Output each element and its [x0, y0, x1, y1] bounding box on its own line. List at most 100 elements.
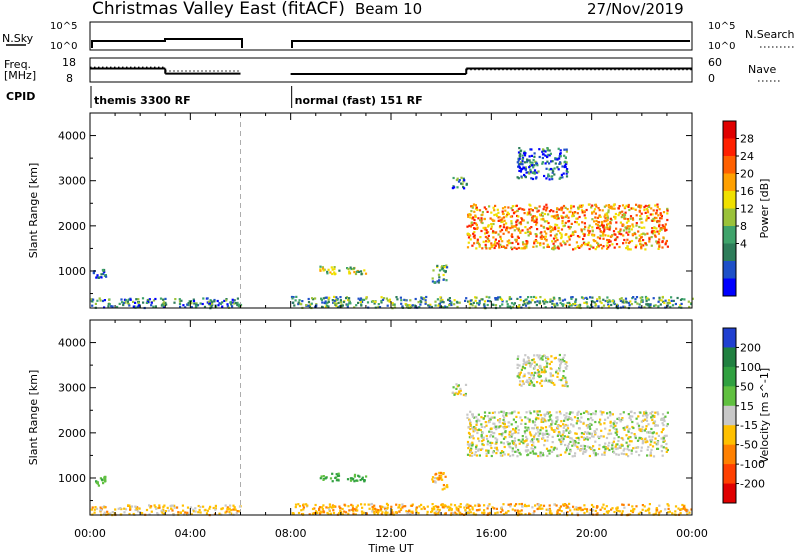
echo-pixel — [617, 416, 621, 420]
echo-pixel — [295, 295, 298, 298]
echo-pixel — [476, 429, 479, 432]
echo-pixel — [388, 300, 391, 303]
echo-pixel — [544, 162, 547, 165]
echo-pixel — [530, 296, 533, 299]
echo-pixel — [530, 362, 533, 365]
echo-pixel — [564, 215, 567, 219]
echo-pixel — [597, 221, 600, 224]
echo-pixel — [613, 215, 616, 218]
echo-pixel — [523, 430, 526, 433]
echo-pixel — [496, 214, 499, 218]
echo-pixel — [441, 506, 445, 509]
echo-pixel — [502, 503, 505, 506]
echo-pixel — [482, 438, 485, 441]
echo-pixel — [401, 506, 404, 509]
echo-pixel — [652, 209, 655, 212]
echo-pixel — [565, 169, 568, 172]
echo-pixel — [598, 237, 602, 240]
echo-pixel — [518, 373, 521, 376]
echo-pixel — [451, 187, 454, 190]
echo-pixel — [383, 506, 386, 509]
echo-pixel — [498, 296, 502, 299]
echo-pixel — [102, 272, 105, 275]
echo-pixel — [523, 208, 526, 211]
echo-pixel — [639, 296, 642, 299]
echo-pixel — [510, 220, 513, 223]
echo-pixel — [541, 507, 544, 510]
echo-pixel — [114, 508, 117, 511]
echo-pixel — [655, 510, 658, 513]
colorbar-swatch — [723, 366, 736, 387]
echo-pixel — [537, 455, 540, 458]
echo-pixel — [559, 362, 562, 365]
echo-pixel — [588, 454, 591, 458]
echo-pixel — [562, 240, 565, 243]
echo-pixel — [568, 243, 571, 246]
echo-pixel — [552, 382, 555, 385]
echo-pixel — [533, 434, 536, 437]
echo-pixel — [648, 238, 651, 241]
echo-pixel — [640, 212, 643, 215]
echo-pixel — [613, 207, 616, 210]
echo-pixel — [629, 415, 632, 418]
echo-pixel — [414, 297, 417, 301]
echo-pixel — [567, 235, 570, 238]
echo-pixel — [503, 416, 506, 419]
echo-pixel — [569, 411, 572, 414]
echo-pixel — [494, 437, 497, 440]
echo-pixel — [527, 381, 530, 384]
echo-pixel — [665, 447, 668, 450]
echo-pixel — [641, 508, 644, 511]
echo-pixel — [585, 410, 588, 413]
echo-pixel — [379, 507, 382, 511]
echo-pixel — [458, 505, 461, 508]
echo-pixel — [579, 444, 583, 447]
echo-pixel — [528, 302, 531, 305]
echo-pixel — [592, 210, 596, 213]
echo-pixel — [477, 448, 480, 451]
echo-pixel — [167, 509, 170, 512]
echo-pixel — [670, 299, 673, 302]
freq-tick-bottom: 8 — [66, 72, 73, 85]
echo-pixel — [591, 218, 594, 221]
echo-pixel — [438, 302, 442, 305]
echo-pixel — [676, 296, 679, 300]
echo-pixel — [517, 157, 520, 160]
echo-pixel — [688, 305, 691, 309]
echo-pixel — [651, 435, 654, 438]
echo-pixel — [178, 302, 182, 305]
echo-pixel — [202, 505, 205, 508]
echo-pixel — [540, 384, 543, 387]
echo-pixel — [483, 217, 486, 221]
echo-pixel — [152, 299, 156, 302]
echo-pixel — [556, 304, 559, 307]
echo-pixel — [525, 171, 528, 174]
echo-pixel — [328, 296, 331, 299]
echo-pixel — [569, 436, 572, 440]
echo-pixel — [332, 301, 335, 304]
echo-pixel — [561, 433, 564, 436]
echo-pixel — [555, 217, 558, 221]
echo-pixel — [111, 511, 114, 514]
echo-pixel — [473, 222, 476, 225]
echo-pixel — [651, 213, 654, 216]
echo-pixel — [543, 444, 546, 447]
echo-pixel — [533, 172, 536, 175]
echo-pixel — [611, 207, 614, 210]
echo-pixel — [236, 297, 239, 300]
echo-pixel — [461, 183, 464, 186]
echo-pixel — [588, 230, 591, 233]
echo-pixel — [602, 226, 605, 229]
echo-pixel — [325, 506, 328, 509]
echo-pixel — [528, 230, 531, 233]
echo-pixel — [527, 296, 530, 299]
echo-pixel — [314, 297, 317, 300]
echo-pixel — [625, 301, 628, 304]
echo-pixel — [527, 504, 530, 507]
echo-pixel — [513, 437, 517, 440]
echo-pixel — [550, 426, 553, 430]
echo-pixel — [497, 211, 500, 214]
echo-pixel — [557, 430, 560, 434]
echo-pixel — [532, 158, 535, 162]
echo-pixel — [480, 218, 483, 221]
